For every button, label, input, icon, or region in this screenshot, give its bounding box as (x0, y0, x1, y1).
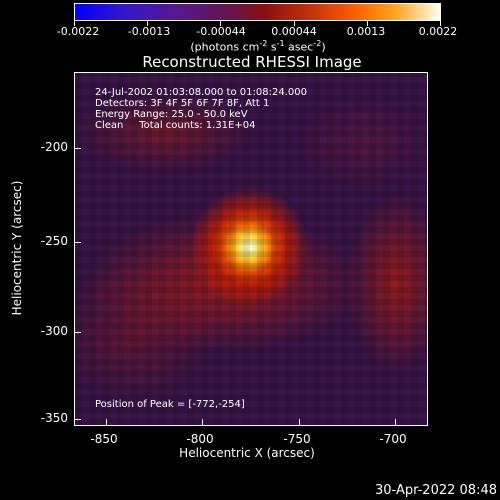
colorbar-units: (photons cm-2 s-1 asec-2) (190, 39, 326, 54)
y-tick (75, 332, 81, 333)
time-range-text: 24-Jul-2002 01:03:08.000 to 01:08:24.000 (95, 87, 307, 98)
clean-counts-text: Clean Total counts: 1.31E+04 (95, 120, 256, 131)
image-title: Reconstructed RHESSI Image (142, 53, 362, 71)
y-tick-label: -250 (40, 234, 68, 248)
energy-range-text: Energy Range: 25.0 - 50.0 keV (95, 109, 248, 120)
y-tick-label: -200 (40, 140, 68, 154)
x-tick (106, 419, 107, 425)
x-tick-label: -750 (283, 432, 311, 446)
colorbar-tick-label: -0.0022 (56, 25, 100, 38)
colorbar-tick-label: 0.0013 (346, 25, 386, 38)
y-axis-title: Heliocentric Y (arcsec) (10, 180, 24, 316)
detectors-text: Detectors: 3F 4F 5F 6F 7F 8F, Att 1 (95, 98, 270, 109)
timestamp: 30-Apr-2022 08:48 (375, 483, 497, 498)
x-axis-title: Heliocentric X (arcsec) (179, 446, 315, 460)
colorbar-tick (220, 21, 221, 26)
x-tick-label: -850 (90, 432, 118, 446)
rhessi-image: 24-Jul-2002 01:03:08.000 to 01:08:24.000… (74, 72, 428, 426)
y-tick-label: -300 (40, 324, 68, 338)
y-tick (75, 148, 81, 149)
x-tick (395, 419, 396, 425)
x-tick (202, 419, 203, 425)
colorbar-tick (294, 21, 295, 26)
colorbar-tick-label: 0.00044 (271, 25, 317, 38)
y-tick (75, 419, 81, 420)
x-tick-label: -800 (186, 432, 214, 446)
y-tick (75, 242, 81, 243)
colorbar-tick (147, 21, 148, 26)
colorbar-tick-label: -0.0013 (127, 25, 171, 38)
y-tick-label: -350 (40, 411, 68, 425)
colorbar-tick (367, 21, 368, 26)
colorbar-tick (74, 21, 75, 26)
x-tick-label: -700 (379, 432, 407, 446)
colorbar (74, 3, 441, 21)
colorbar-tick-label: 0.0022 (418, 25, 458, 38)
colorbar-tick (440, 21, 441, 26)
peak-position-text: Position of Peak = [-772,-254] (95, 399, 245, 410)
image-texture (75, 73, 427, 425)
x-tick (299, 419, 300, 425)
colorbar-tick-label: -0.00044 (196, 25, 246, 38)
